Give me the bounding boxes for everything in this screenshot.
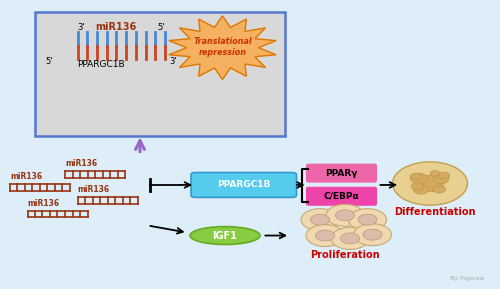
Circle shape: [336, 210, 354, 221]
Text: 5': 5': [158, 23, 165, 32]
Text: 3': 3': [78, 23, 85, 32]
Circle shape: [326, 204, 364, 226]
Text: Proliferation: Proliferation: [310, 250, 380, 260]
Text: miR136: miR136: [65, 160, 97, 168]
Circle shape: [392, 162, 468, 205]
Circle shape: [301, 209, 339, 231]
Circle shape: [433, 175, 449, 184]
Circle shape: [348, 209, 387, 231]
Text: PPARγ: PPARγ: [326, 168, 358, 178]
Circle shape: [416, 175, 444, 192]
Text: miR136: miR136: [95, 22, 136, 32]
FancyBboxPatch shape: [306, 187, 376, 205]
FancyBboxPatch shape: [306, 164, 376, 182]
Circle shape: [316, 230, 334, 241]
Text: By Figdraw: By Figdraw: [450, 276, 485, 281]
Circle shape: [432, 186, 446, 193]
Text: C/EBPα: C/EBPα: [324, 192, 360, 201]
Text: 3': 3': [169, 57, 176, 66]
Circle shape: [411, 183, 424, 190]
Circle shape: [358, 214, 377, 225]
FancyBboxPatch shape: [191, 173, 296, 197]
FancyBboxPatch shape: [35, 12, 285, 136]
Text: PPARGC1B: PPARGC1B: [78, 60, 125, 69]
Circle shape: [310, 214, 330, 225]
Polygon shape: [169, 16, 276, 79]
Text: repression: repression: [198, 47, 246, 57]
Circle shape: [430, 171, 440, 176]
Circle shape: [410, 173, 428, 184]
Text: miR136: miR136: [10, 173, 42, 181]
Text: Translational: Translational: [193, 37, 252, 47]
Circle shape: [438, 172, 450, 179]
Circle shape: [414, 186, 428, 194]
Circle shape: [331, 227, 369, 249]
Text: miR136: miR136: [78, 186, 110, 194]
Circle shape: [410, 173, 422, 179]
Text: miR136: miR136: [28, 199, 60, 208]
Text: Differentiation: Differentiation: [394, 208, 476, 217]
Circle shape: [363, 229, 382, 240]
Text: 5': 5': [45, 57, 52, 66]
Ellipse shape: [190, 227, 260, 244]
Circle shape: [354, 224, 392, 246]
Text: IGF1: IGF1: [212, 231, 238, 240]
Text: PPARGC1B: PPARGC1B: [218, 180, 270, 190]
Circle shape: [306, 225, 344, 247]
Circle shape: [340, 233, 359, 244]
